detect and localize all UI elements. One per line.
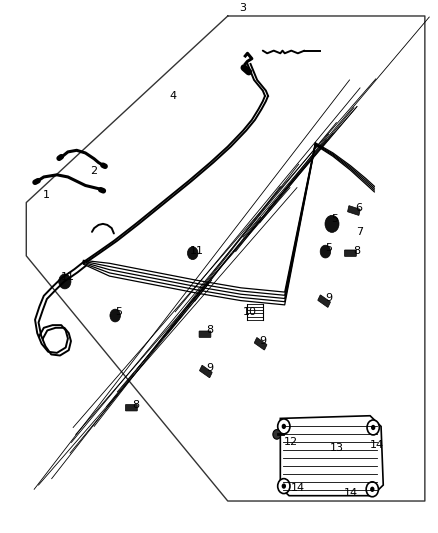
Text: 11: 11 [61, 272, 75, 282]
Text: 13: 13 [330, 443, 344, 453]
Circle shape [367, 420, 379, 435]
FancyBboxPatch shape [254, 337, 267, 350]
Text: 11: 11 [190, 246, 204, 255]
Text: 5: 5 [115, 307, 122, 317]
Text: 5: 5 [332, 214, 339, 223]
FancyBboxPatch shape [344, 250, 357, 256]
FancyBboxPatch shape [199, 331, 211, 337]
Text: 9: 9 [325, 294, 332, 303]
Circle shape [273, 430, 281, 439]
Text: 7: 7 [356, 227, 363, 237]
Text: 9: 9 [207, 363, 214, 373]
FancyBboxPatch shape [348, 206, 360, 215]
Text: 6: 6 [356, 203, 363, 213]
Circle shape [320, 245, 331, 258]
Text: 3: 3 [240, 3, 247, 13]
Text: 2: 2 [91, 166, 98, 175]
Circle shape [187, 247, 198, 260]
Text: 9: 9 [259, 336, 266, 346]
Text: 14: 14 [370, 440, 384, 450]
Circle shape [370, 487, 374, 492]
Text: 8: 8 [132, 400, 139, 410]
Circle shape [282, 483, 286, 489]
FancyBboxPatch shape [125, 405, 137, 411]
Circle shape [282, 424, 286, 429]
Circle shape [366, 482, 378, 497]
Circle shape [110, 309, 120, 322]
Text: 14: 14 [343, 488, 357, 498]
Text: 8: 8 [353, 246, 360, 255]
FancyBboxPatch shape [200, 365, 212, 378]
Text: 1: 1 [42, 190, 49, 199]
Text: 10: 10 [243, 307, 257, 317]
Circle shape [278, 479, 290, 494]
Circle shape [278, 419, 290, 434]
Circle shape [59, 274, 71, 289]
Circle shape [371, 425, 375, 430]
Circle shape [325, 215, 339, 232]
Text: 12: 12 [284, 438, 298, 447]
Text: 4: 4 [170, 91, 177, 101]
Text: 5: 5 [325, 243, 332, 253]
FancyBboxPatch shape [318, 295, 330, 308]
Text: 14: 14 [291, 483, 305, 492]
Text: 8: 8 [207, 326, 214, 335]
